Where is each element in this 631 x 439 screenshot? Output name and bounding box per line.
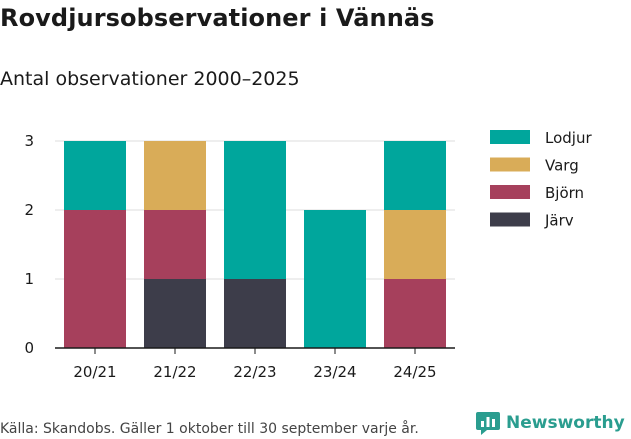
legend-swatch-björn bbox=[490, 185, 530, 199]
bar-segment-lodjur bbox=[224, 141, 286, 279]
bar-segment-järv bbox=[144, 279, 206, 348]
bar-segment-björn bbox=[64, 210, 126, 348]
source-note: Källa: Skandobs. Gäller 1 oktober till 3… bbox=[0, 421, 419, 437]
legend-swatch-järv bbox=[490, 212, 530, 227]
y-tick-label: 1 bbox=[24, 270, 34, 288]
bar-segment-järv bbox=[224, 279, 286, 348]
bar-segment-lodjur bbox=[304, 210, 366, 348]
y-tick-label: 0 bbox=[24, 339, 34, 357]
x-tick-label: 24/25 bbox=[393, 363, 436, 381]
legend-label-björn: Björn bbox=[545, 184, 584, 202]
x-tick-label: 23/24 bbox=[313, 363, 356, 381]
bar-segment-lodjur bbox=[64, 141, 126, 210]
y-tick-label: 2 bbox=[24, 201, 34, 219]
x-tick-label: 21/22 bbox=[153, 363, 196, 381]
legend-swatch-varg bbox=[490, 157, 530, 172]
x-tick-label: 22/23 bbox=[233, 363, 276, 381]
chart-subtitle: Antal observationer 2000–2025 bbox=[0, 68, 300, 90]
brand-logo: Newsworthy bbox=[475, 409, 625, 437]
bar-segment-björn bbox=[144, 210, 206, 279]
legend-label-järv: Järv bbox=[544, 212, 574, 230]
stacked-bar-chart: 0 1 2 3 20/21 21/22 22/23 23/24 24/25 Lodjur Varg B… bbox=[24, 129, 592, 381]
legend-swatch-lodjur bbox=[490, 130, 530, 144]
y-tick-label: 3 bbox=[24, 132, 34, 150]
x-tick-label: 20/21 bbox=[73, 363, 116, 381]
legend-label-varg: Varg bbox=[545, 157, 579, 175]
legend-label-lodjur: Lodjur bbox=[545, 129, 592, 147]
bar-segment-varg bbox=[384, 210, 446, 279]
chart-title: Rovdjursobservationer i Vännäs bbox=[0, 4, 435, 32]
newsworthy-logo-icon bbox=[476, 412, 500, 435]
bar-segment-björn bbox=[384, 279, 446, 348]
brand-name: Newsworthy bbox=[506, 413, 625, 433]
bar-segment-lodjur bbox=[384, 141, 446, 210]
bar-segment-varg bbox=[144, 141, 206, 210]
